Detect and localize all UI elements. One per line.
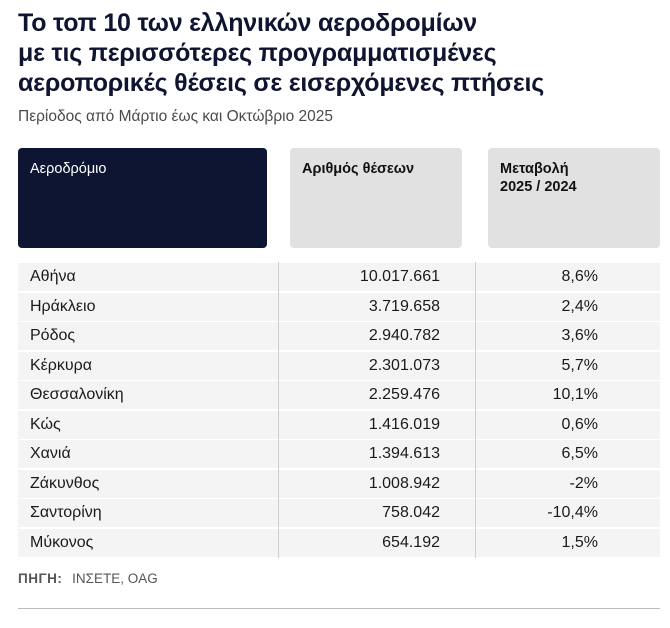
seats-value: 1.394.613 [368, 445, 440, 462]
source-note: ΠΗΓΗ: ΙΝΣΕΤΕ, OAG [18, 571, 158, 586]
header-seats-label: Αριθμός θέσεων [302, 161, 415, 177]
source-text: ΙΝΣΕΤΕ, OAG [72, 571, 158, 586]
page-title: Το τοπ 10 των ελληνικών αεροδρομίων με τ… [18, 8, 658, 98]
subtitle: Περίοδος από Μάρτιο έως και Οκτώβριο 202… [18, 108, 334, 125]
title-line: Το τοπ 10 των ελληνικών αεροδρομίων [18, 9, 477, 37]
table-row: Μύκονος 654.192 1,5% [18, 528, 660, 557]
header-change: Μεταβολή 2025 / 2024 [488, 148, 660, 248]
data-table: Αθήνα 10.017.661 8,6% Ηράκλειο 3.719.658… [18, 263, 660, 558]
change-value: 6,5% [561, 445, 598, 462]
change-value: 5,7% [561, 356, 598, 374]
title-line: αεροπορικές θέσεις σε εισερχόμενες πτήσε… [18, 69, 545, 97]
seats-value: 2.301.073 [368, 356, 440, 374]
header-airport-label: Αεροδρόμιο [30, 161, 107, 177]
column-divider [475, 262, 476, 558]
airport-name: Σαντορίνη [30, 504, 102, 521]
airport-name: Κέρκυρα [30, 356, 93, 374]
change-value: 8,6% [561, 268, 598, 285]
airport-name: Αθήνα [30, 268, 76, 285]
seats-value: 2.259.476 [368, 386, 440, 403]
airport-name: Θεσσαλονίκη [30, 386, 124, 403]
column-divider [278, 262, 279, 558]
seats-value: 10.017.661 [359, 268, 440, 285]
header-airport: Αεροδρόμιο [18, 148, 267, 248]
seats-value: 1.008.942 [368, 474, 440, 492]
airport-name: Ηράκλειο [30, 297, 96, 315]
change-value: -10,4% [547, 504, 598, 521]
source-label: ΠΗΓΗ: [18, 571, 63, 586]
bottom-divider [18, 608, 660, 609]
table-row: Κώς 1.416.019 0,6% [18, 410, 660, 439]
table-row: Θεσσαλονίκη 2.259.476 10,1% [18, 381, 660, 409]
header-change-years: 2025 / 2024 [500, 179, 577, 195]
table-row: Σαντορίνη 758.042 -10,4% [18, 499, 660, 527]
change-value: -2% [569, 474, 598, 492]
airport-name: Χανιά [30, 445, 71, 462]
seats-value: 3.719.658 [368, 297, 440, 315]
airport-name: Ζάκυνθος [30, 474, 100, 492]
change-value: 10,1% [552, 386, 598, 403]
seats-value: 2.940.782 [368, 327, 440, 344]
seats-value: 1.416.019 [368, 415, 440, 433]
change-value: 1,5% [561, 533, 598, 551]
table-row: Ζάκυνθος 1.008.942 -2% [18, 469, 660, 498]
change-value: 3,6% [561, 327, 598, 344]
table-row: Ρόδος 2.940.782 3,6% [18, 322, 660, 350]
airport-name: Ρόδος [30, 327, 76, 344]
seats-value: 758.042 [382, 504, 440, 521]
table-row: Χανιά 1.394.613 6,5% [18, 440, 660, 468]
title-line: με τις περισσότερες προγραμματισμένες [18, 39, 497, 67]
change-value: 2,4% [561, 297, 598, 315]
header-change-label: Μεταβολή [500, 161, 569, 177]
airport-name: Κώς [30, 415, 61, 433]
header-seats: Αριθμός θέσεων [290, 148, 462, 248]
seats-value: 654.192 [382, 533, 440, 551]
table-row: Κέρκυρα 2.301.073 5,7% [18, 351, 660, 380]
change-value: 0,6% [561, 415, 598, 433]
airport-name: Μύκονος [30, 533, 94, 551]
table-row: Αθήνα 10.017.661 8,6% [18, 263, 660, 291]
table-row: Ηράκλειο 3.719.658 2,4% [18, 292, 660, 321]
